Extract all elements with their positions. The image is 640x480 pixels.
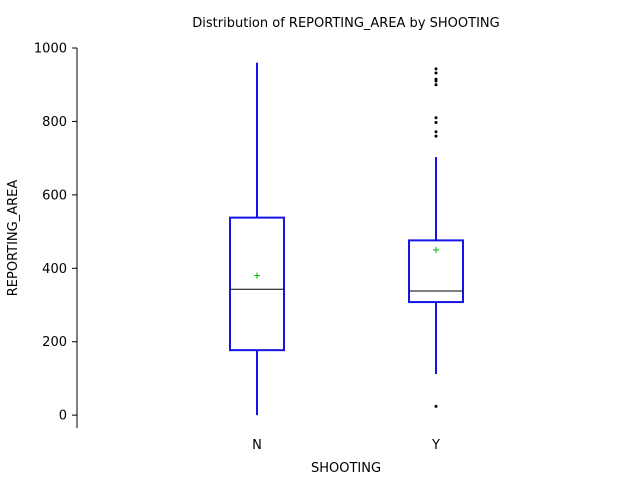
y-tick-label: 400 <box>42 262 67 277</box>
y-tick-label: 200 <box>42 335 67 350</box>
x-axis-label: SHOOTING <box>311 461 381 476</box>
outlier-point <box>434 134 438 138</box>
y-tick-label: 600 <box>42 188 67 203</box>
box-group-Y <box>408 67 464 408</box>
x-tick-label: Y <box>431 438 440 453</box>
y-ticks: 0 200 400 600 800 1000 <box>34 42 77 424</box>
x-tick-label: N <box>252 438 262 453</box>
y-tick-label: 0 <box>59 409 67 424</box>
outlier-point <box>434 130 438 134</box>
box-group-N <box>229 62 285 416</box>
chart-title: Distribution of REPORTING_AREA by SHOOTI… <box>192 16 499 31</box>
boxes <box>229 62 464 416</box>
outlier-point <box>434 116 438 120</box>
iqr-box <box>229 216 285 352</box>
outlier-point <box>434 71 438 75</box>
outlier-point <box>434 404 438 408</box>
y-tick-label: 1000 <box>34 42 67 57</box>
outlier-point <box>434 83 438 87</box>
y-axis-label: REPORTING_AREA <box>6 180 21 297</box>
outlier-point <box>434 67 438 71</box>
y-tick-label: 800 <box>42 115 67 130</box>
outlier-point <box>434 121 438 125</box>
iqr-box <box>408 239 464 304</box>
outlier-point <box>434 77 438 81</box>
